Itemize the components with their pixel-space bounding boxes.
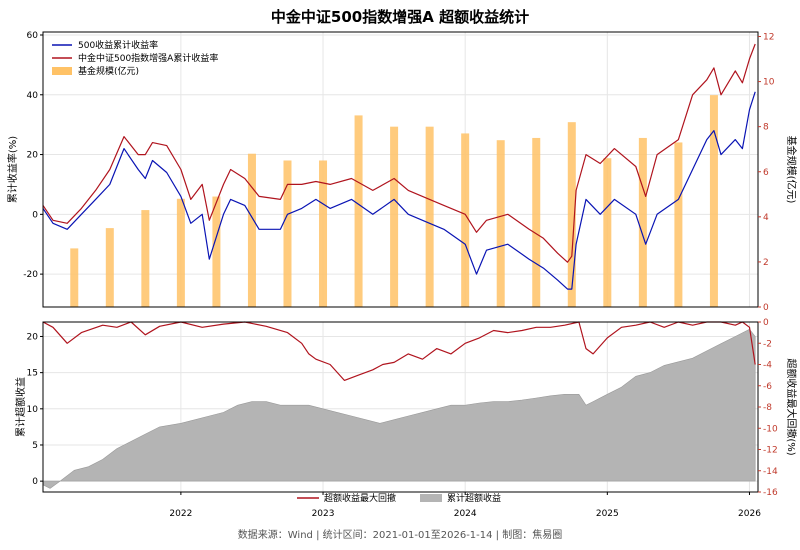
y-tick-label: 20 (27, 151, 39, 161)
aum-bar (532, 137, 541, 307)
y2-tick-label: -8 (763, 403, 772, 413)
y2-tick-label: -14 (763, 467, 778, 477)
y2-tick-label: -12 (763, 446, 778, 456)
aum-bar (390, 126, 399, 307)
aum-bar (461, 133, 470, 307)
aum-bar (496, 140, 505, 307)
y-axis-label: 累计超额收益 (14, 377, 27, 437)
legend-swatch (52, 67, 72, 75)
y-tick-label: 10 (27, 405, 39, 415)
y2-tick-label: 12 (763, 33, 774, 43)
aum-bar (709, 95, 718, 308)
chart-title: 中金中证500指数增强A 超额收益统计 (270, 8, 530, 26)
x-tick-label: 2022 (169, 509, 192, 519)
aum-bar (247, 153, 256, 307)
y-axis-label: 累计收益率(%) (6, 136, 19, 203)
legend-label: 中金中证500指数增强A累计收益率 (78, 52, 218, 64)
aum-bar (283, 160, 292, 307)
y2-axis-label: 超额收益最大回撤(%) (785, 358, 798, 455)
legend-label: 500收益累计收益率 (78, 39, 158, 51)
y2-tick-label: 2 (763, 258, 769, 268)
y-tick-label: 0 (32, 477, 38, 487)
y2-tick-label: -6 (763, 382, 772, 392)
x-tick-label: 2025 (596, 509, 619, 519)
y2-tick-label: -4 (763, 361, 772, 371)
aum-bar (638, 137, 647, 307)
legend-label: 累计超额收益 (447, 492, 501, 504)
legend-label: 超额收益最大回撤 (324, 492, 396, 504)
chart-footer: 数据来源：Wind | 统计区间：2021-01-01至2026-1-14 | … (237, 530, 563, 541)
y2-tick-label: -10 (763, 424, 778, 434)
aum-bar (70, 248, 79, 307)
index-return-line (42, 91, 756, 290)
y2-tick-label: 8 (763, 123, 769, 133)
aum-bar (141, 210, 150, 307)
aum-bar (674, 142, 683, 307)
top-plot-frame (42, 31, 759, 308)
aum-bar (603, 158, 612, 307)
y-tick-label: 5 (32, 441, 38, 451)
y2-tick-label: -2 (763, 339, 772, 349)
aum-bar (354, 115, 363, 307)
y2-axis-label: 基金规模(亿元) (785, 136, 798, 204)
y-tick-label: -20 (23, 270, 38, 280)
y2-tick-label: -16 (763, 488, 778, 498)
legend-swatch (420, 494, 442, 502)
aum-bar (176, 198, 185, 307)
x-tick-label: 2024 (454, 509, 477, 519)
legend-label: 基金规模(亿元) (78, 65, 139, 77)
y2-tick-label: 0 (763, 318, 769, 328)
y2-tick-label: 0 (763, 303, 769, 313)
fund-return-line (42, 43, 756, 263)
y-tick-label: 60 (27, 31, 39, 41)
aum-bar (105, 228, 114, 307)
y2-tick-label: 10 (763, 78, 775, 88)
y-tick-label: 0 (32, 210, 38, 220)
aum-bar (212, 196, 221, 307)
y-tick-label: 20 (27, 332, 39, 342)
drawdown-line (42, 321, 756, 381)
aum-bar (425, 126, 434, 307)
x-tick-label: 2023 (312, 509, 335, 519)
excess-return-area (42, 328, 756, 489)
aum-bar (567, 122, 576, 307)
y-tick-label: 40 (27, 91, 39, 101)
aum-bar (319, 160, 328, 307)
y2-tick-label: 4 (763, 213, 769, 223)
y2-tick-label: 6 (763, 168, 769, 178)
y-tick-label: 15 (27, 369, 38, 379)
x-tick-label: 2026 (738, 509, 761, 519)
